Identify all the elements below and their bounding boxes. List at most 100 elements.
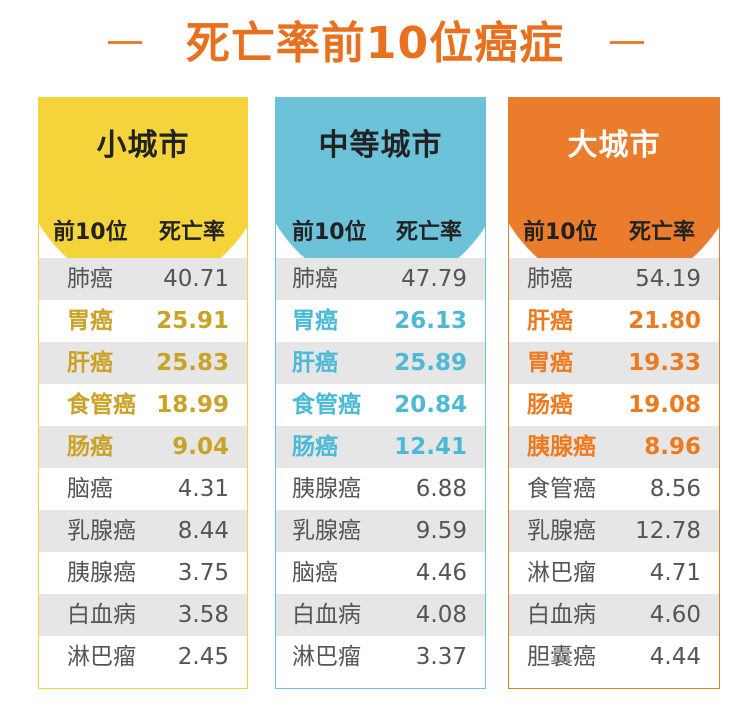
table-row: 肺癌 40.71 <box>39 258 247 300</box>
cancer-name: 肠癌 <box>527 392 573 418</box>
mortality-rate: 6.88 <box>415 476 467 502</box>
cancer-name: 食管癌 <box>292 392 361 418</box>
cancer-name: 肺癌 <box>67 266 113 292</box>
cancer-name: 白血病 <box>292 602 361 628</box>
mortality-rate: 26.13 <box>394 308 467 334</box>
table-row: 脑癌 4.46 <box>276 552 485 594</box>
mortality-rate: 12.41 <box>394 434 467 460</box>
mortality-rate: 4.71 <box>649 560 701 586</box>
mortality-rate: 9.59 <box>415 518 467 544</box>
rate-header: 死亡率 <box>629 220 696 245</box>
table-row: 脑癌 4.31 <box>39 468 247 510</box>
city-table-3: 大城市前10位 死亡率 肺癌 54.19 肝癌 21.80 胃癌 19.33 肠癌 19.08 胰腺… <box>508 97 720 689</box>
mortality-rate: 40.71 <box>163 266 229 292</box>
mortality-rate: 25.91 <box>156 308 229 334</box>
cancer-name: 肝癌 <box>67 350 113 376</box>
rate-header: 死亡率 <box>396 220 463 245</box>
table-row: 胃癌 25.91 <box>39 300 247 342</box>
table-title: 小城市 <box>96 128 190 163</box>
table-row: 白血病 4.08 <box>276 594 485 636</box>
mortality-rate: 4.46 <box>415 560 467 586</box>
table-row: 肠癌 9.04 <box>39 426 247 468</box>
table-row: 乳腺癌 12.78 <box>509 510 719 552</box>
table-row: 肺癌 54.19 <box>509 258 719 300</box>
mortality-rate: 8.96 <box>644 434 701 460</box>
mortality-rate: 47.79 <box>401 266 467 292</box>
table-row: 食管癌 20.84 <box>276 384 485 426</box>
cancer-name: 乳腺癌 <box>292 518 361 544</box>
table-row: 白血病 3.58 <box>39 594 247 636</box>
table-row: 肠癌 19.08 <box>509 384 719 426</box>
mortality-rate: 4.08 <box>415 602 467 628</box>
table-row: 肝癌 21.80 <box>509 300 719 342</box>
cancer-name: 胰腺癌 <box>67 560 136 586</box>
table-row: 白血病 4.60 <box>509 594 719 636</box>
cancer-name: 肠癌 <box>292 434 338 460</box>
mortality-rate: 2.45 <box>177 644 229 670</box>
cancer-name: 肺癌 <box>527 266 573 292</box>
table-body: 肺癌 40.71 胃癌 25.91 肝癌 25.83 食管癌 18.99 肠癌 9.04 脑癌 4.3… <box>39 258 247 678</box>
cancer-name: 胰腺癌 <box>527 434 596 460</box>
title-area: 死亡率前10位癌症 <box>0 0 750 90</box>
table-row: 胆囊癌 4.44 <box>509 636 719 678</box>
cancer-name: 胃癌 <box>67 308 113 334</box>
cancer-name: 乳腺癌 <box>527 518 596 544</box>
cancer-name: 肝癌 <box>292 350 338 376</box>
table-row: 食管癌 18.99 <box>39 384 247 426</box>
mortality-rate: 9.04 <box>172 434 229 460</box>
cancer-name: 淋巴瘤 <box>67 644 136 670</box>
cancer-name: 肝癌 <box>527 308 573 334</box>
cancer-name: 肠癌 <box>67 434 113 460</box>
column-header-row: 前10位 死亡率 <box>509 208 719 248</box>
rate-header: 死亡率 <box>159 220 226 245</box>
table-row: 淋巴瘤 2.45 <box>39 636 247 678</box>
cancer-name: 肺癌 <box>292 266 338 292</box>
city-table-2: 中等城市前10位 死亡率肺癌 47.79 胃癌 26.13 肝癌 25.89 食管癌 20.84… <box>275 97 486 689</box>
mortality-rate: 19.33 <box>628 350 701 376</box>
table-row: 胃癌 19.33 <box>509 342 719 384</box>
table-row: 胃癌 26.13 <box>276 300 485 342</box>
table-row: 胰腺癌 6.88 <box>276 468 485 510</box>
rank-header: 前10位 <box>53 220 128 245</box>
table-body: 肺癌 54.19 肝癌 21.80 胃癌 19.33 肠癌 19.08 胰腺癌 8.96 食管癌 8.… <box>509 258 719 678</box>
rank-header: 前10位 <box>292 220 367 245</box>
cancer-name: 白血病 <box>67 602 136 628</box>
mortality-rate: 4.60 <box>649 602 701 628</box>
mortality-rate: 8.44 <box>177 518 229 544</box>
cancer-name: 胆囊癌 <box>527 644 596 670</box>
title-right-rule <box>610 41 644 44</box>
table-row: 乳腺癌 8.44 <box>39 510 247 552</box>
cancer-name: 食管癌 <box>67 392 136 418</box>
mortality-rate: 21.80 <box>628 308 701 334</box>
column-header-row: 前10位 死亡率 <box>39 208 247 248</box>
cancer-name: 食管癌 <box>527 476 596 502</box>
table-row: 淋巴瘤 4.71 <box>509 552 719 594</box>
column-header-row: 前10位 死亡率 <box>276 208 485 248</box>
page-title: 死亡率前10位癌症 <box>185 18 565 69</box>
cancer-name: 胰腺癌 <box>292 476 361 502</box>
city-table-1: 小城市前10位 死亡率肺癌 40.71 胃癌 25.91 肝癌 25.83 食管癌 18.99 肠… <box>38 97 248 689</box>
mortality-rate: 4.44 <box>649 644 701 670</box>
mortality-rate: 3.37 <box>415 644 467 670</box>
mortality-rate: 18.99 <box>156 392 229 418</box>
cancer-name: 胃癌 <box>292 308 338 334</box>
table-row: 食管癌 8.56 <box>509 468 719 510</box>
mortality-rate: 20.84 <box>394 392 467 418</box>
table-row: 肝癌 25.89 <box>276 342 485 384</box>
mortality-rate: 3.75 <box>177 560 229 586</box>
table-row: 肝癌 25.83 <box>39 342 247 384</box>
cancer-name: 胃癌 <box>527 350 573 376</box>
table-title: 中等城市 <box>318 128 443 163</box>
mortality-rate: 25.89 <box>394 350 467 376</box>
table-row: 肺癌 47.79 <box>276 258 485 300</box>
mortality-rate: 12.78 <box>635 518 701 544</box>
table-row: 肠癌 12.41 <box>276 426 485 468</box>
mortality-rate: 3.58 <box>177 602 229 628</box>
table-header-shape <box>39 98 247 288</box>
table-row: 淋巴瘤 3.37 <box>276 636 485 678</box>
table-row: 胰腺癌 3.75 <box>39 552 247 594</box>
table-header-shape <box>276 98 485 288</box>
table-title: 大城市 <box>567 128 661 163</box>
cancer-name: 脑癌 <box>67 476 113 502</box>
cancer-name: 淋巴瘤 <box>292 644 361 670</box>
